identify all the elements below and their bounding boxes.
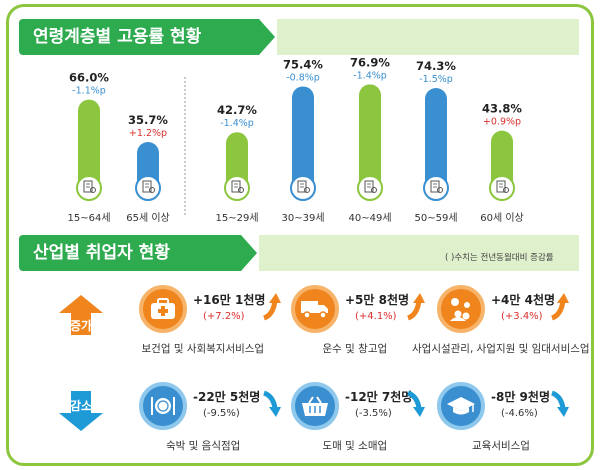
industry-name: 숙박 및 음식점업 [166, 440, 241, 452]
increase-label: 증가 [69, 319, 93, 333]
bar-15~64세 [78, 99, 100, 192]
category-label: 60세 이상 [480, 212, 524, 224]
industry-value: +16만 1천명 [193, 293, 266, 307]
value-label: 42.7% [217, 103, 257, 117]
value-label: 35.7% [128, 113, 168, 127]
category-label: 65세 이상 [126, 212, 170, 224]
trend-down-arrow-icon [549, 390, 573, 422]
change-label: -1.5%p [419, 74, 453, 85]
document-icon [430, 180, 443, 193]
trend-up-arrow-icon [261, 293, 285, 325]
industry-change: (+3.4%) [501, 311, 543, 322]
industry-change: (-4.6%) [501, 408, 538, 419]
value-label: 76.9% [350, 55, 390, 69]
industry-name: 도매 및 소매업 [322, 440, 388, 452]
value-label: 66.0% [69, 71, 109, 85]
bar-40~49세 [359, 84, 381, 192]
decrease-arrow: 감소 [59, 391, 103, 431]
section2-title: 산업별 취업자 현황 [19, 235, 241, 271]
industry-name: 사업시설관리, 사업지원 및 임대서비스업 [412, 343, 590, 355]
document-icon [496, 180, 509, 193]
industry-change: (+4.1%) [355, 311, 397, 322]
trend-up-arrow-icon [405, 293, 429, 325]
document-icon [231, 180, 244, 193]
value-label: 43.8% [482, 102, 522, 116]
change-label: +0.9%p [483, 117, 521, 128]
increase-arrow: 증가 [59, 295, 103, 335]
change-label: -1.4%p [353, 70, 387, 81]
industry-value: +5만 8천명 [345, 293, 410, 307]
decrease-label: 감소 [69, 399, 93, 413]
category-label: 15~64세 [67, 212, 110, 224]
people-gear-icon [437, 285, 485, 333]
industry-name: 보건업 및 사회복지서비스업 [141, 343, 265, 355]
industry-name: 운수 및 창고업 [322, 343, 388, 355]
truck-icon [291, 285, 339, 333]
trend-up-arrow-icon [549, 293, 573, 325]
bar-50~59세 [425, 87, 447, 192]
category-label: 15~29세 [215, 212, 258, 224]
section2-note: ( )수치는 전년동월대비 증감률 [445, 253, 554, 263]
graduation-cap-icon [437, 382, 485, 430]
category-label: 50~59세 [414, 212, 457, 224]
industry-value: -22만 5천명 [193, 390, 261, 404]
industry-value: +4만 4천명 [491, 293, 556, 307]
trend-down-arrow-icon [405, 390, 429, 422]
section1-title: 연령계층별 고용률 현황 [19, 19, 259, 55]
industry-change: (-9.5%) [203, 408, 240, 419]
trend-down-arrow-icon [261, 390, 285, 422]
industry-name: 교육서비스업 [472, 440, 530, 452]
shopping-basket-icon [291, 382, 339, 430]
change-label: -1.1%p [72, 86, 106, 97]
document-icon [364, 180, 377, 193]
industry-change: (+7.2%) [203, 311, 245, 322]
document-icon [83, 180, 96, 193]
section2-banner: 산업별 취업자 현황 [19, 235, 579, 271]
bar-30~39세 [292, 86, 314, 192]
document-icon [297, 180, 310, 193]
industry-change: (-3.5%) [355, 408, 392, 419]
value-label: 74.3% [416, 59, 456, 73]
category-label: 30~39세 [281, 212, 324, 224]
value-label: 75.4% [283, 57, 323, 71]
category-label: 40~49세 [348, 212, 391, 224]
change-label: +1.2%p [129, 128, 167, 139]
change-label: -1.4%p [220, 118, 254, 129]
medical-kit-icon [139, 285, 187, 333]
dining-icon [139, 382, 187, 430]
industry-value: -8만 9천명 [491, 390, 550, 404]
section1-banner: 연령계층별 고용률 현황 [19, 19, 579, 55]
infographic-frame: 연령계층별 고용률 현황 66.0% -1.1%p 15~64세 35.7% +1.2%… [6, 4, 594, 466]
document-icon [142, 180, 155, 193]
change-label: -0.8%p [286, 72, 320, 83]
industry-value: -12만 7천명 [345, 390, 413, 404]
